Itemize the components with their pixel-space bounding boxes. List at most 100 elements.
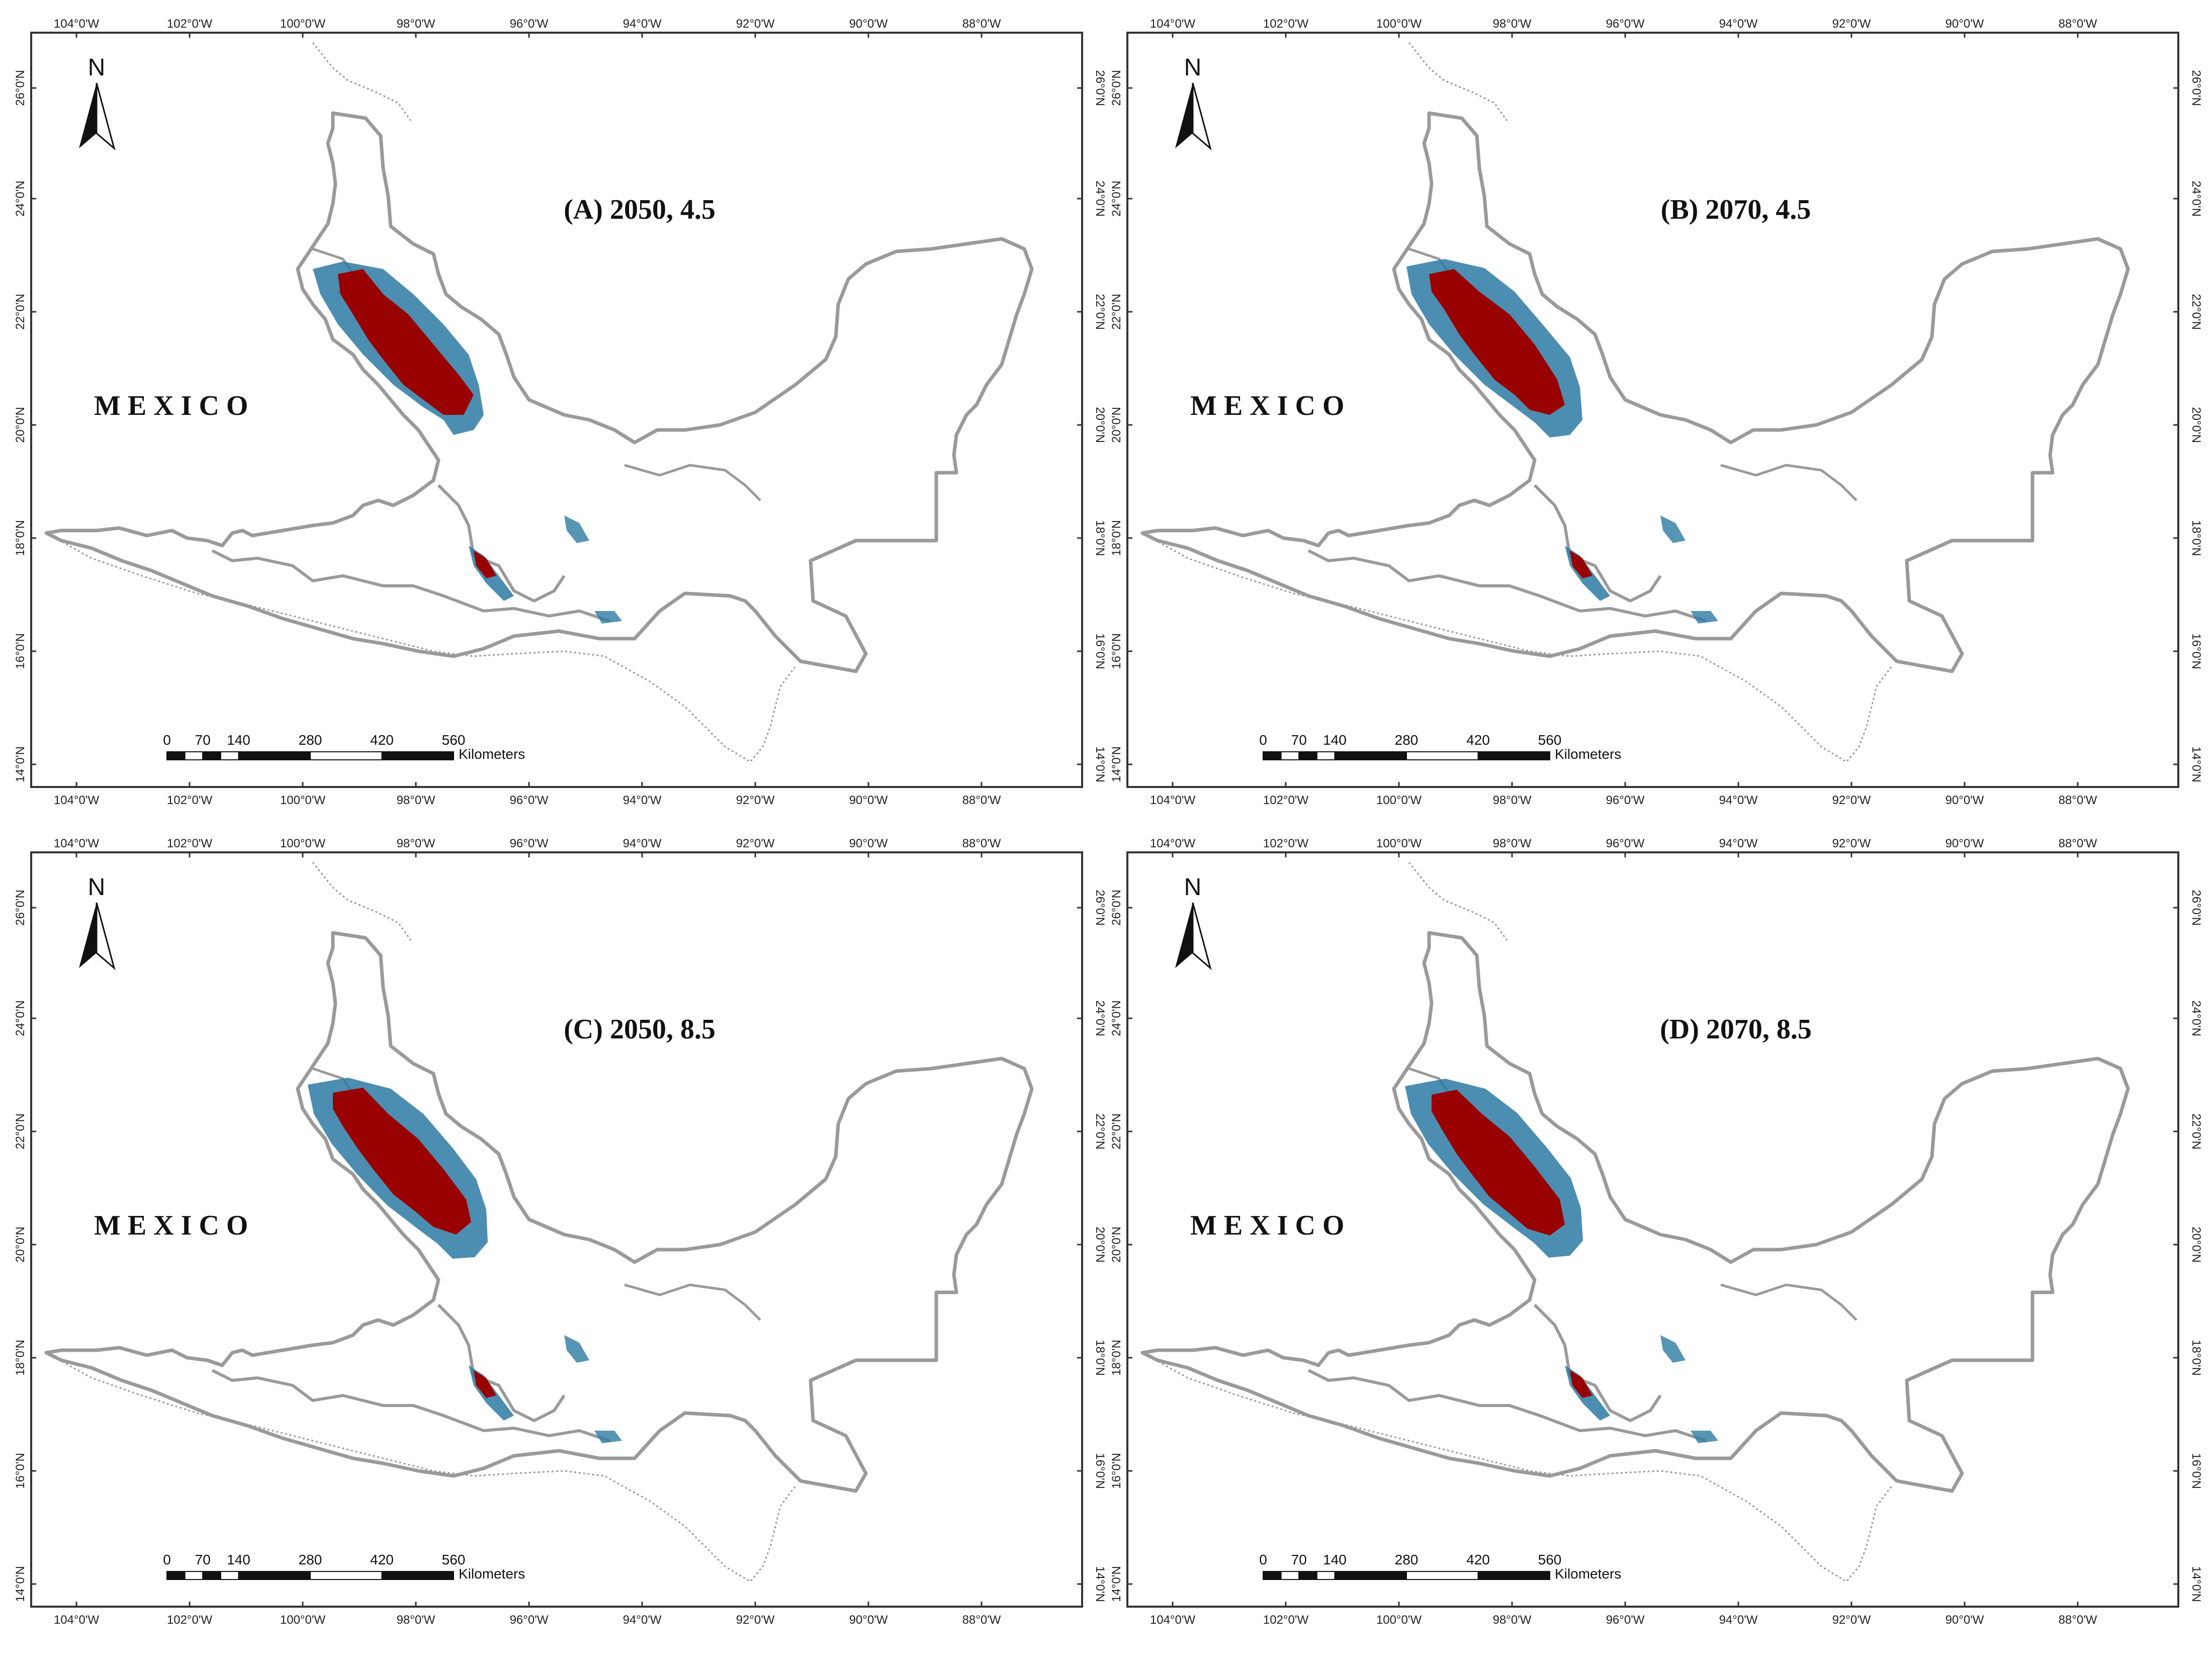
north-arrow-left-half (79, 903, 97, 968)
longitude-tick-label: 94°0'W (623, 17, 662, 31)
latitude-tick-label: 18°0'N (1110, 520, 1123, 556)
longitude-tick-label: 96°0'W (1606, 794, 1645, 807)
longitude-tick-label: 94°0'W (1719, 837, 1758, 850)
latitude-tick-label: 22°0'N (1093, 1113, 1107, 1150)
high-suitability-area (474, 551, 496, 578)
longitude-tick-label: 90°0'W (1945, 794, 1984, 807)
longitude-tick-label: 102°0'W (167, 794, 213, 807)
north-arrow-label: N (1184, 54, 1202, 81)
longitude-tick-label: 90°0'W (1945, 1613, 1984, 1627)
latitude-tick-label: 24°0'N (2189, 1000, 2203, 1036)
latitude-tick-label: 24°0'N (1110, 181, 1123, 217)
north-arrow-label: N (88, 54, 106, 81)
north-arrow: N (1175, 874, 1212, 971)
longitude-tick-label: 96°0'W (510, 837, 549, 850)
longitude-tick-label: 100°0'W (1376, 837, 1422, 850)
north-arrow-left-half (1175, 903, 1193, 968)
longitude-tick-label: 94°0'W (623, 1613, 662, 1627)
latitude-tick-label: 22°0'N (14, 294, 27, 330)
latitude-tick-label: 20°0'N (1093, 407, 1107, 443)
scale-bar-unit: Kilometers (459, 1566, 525, 1582)
low-suitability-area (1660, 515, 1686, 543)
north-arrow: N (1175, 54, 1212, 151)
scale-bar-number: 280 (1395, 1552, 1419, 1567)
latitude-tick-label: 14°0'N (1110, 1566, 1123, 1602)
scale-bar-number: 560 (442, 1552, 466, 1567)
longitude-tick-label: 92°0'W (1832, 1613, 1871, 1627)
latitude-tick-label: 24°0'N (1093, 181, 1107, 217)
longitude-tick-label: 102°0'W (167, 17, 213, 31)
longitude-tick-label: 92°0'W (736, 794, 775, 807)
longitude-tick-label: 96°0'W (510, 794, 549, 807)
scale-bar-number: 560 (442, 732, 466, 748)
latitude-tick-label: 22°0'N (1110, 1113, 1123, 1150)
scale-bar-segment (184, 1571, 204, 1580)
longitude-tick-label: 104°0'W (54, 17, 100, 31)
longitude-tick-label: 98°0'W (1493, 794, 1532, 807)
scale-bar-number: 560 (1538, 1552, 1562, 1567)
longitude-tick-label: 104°0'W (54, 837, 100, 850)
latitude-tick-label: 16°0'N (1110, 633, 1123, 669)
latitude-tick-label: 16°0'N (1093, 1453, 1107, 1489)
scale-bar-segment (381, 751, 454, 760)
scale-bar-segment (238, 1571, 311, 1580)
scale-bar-segment (1316, 751, 1336, 760)
scale-bar-segment (220, 1571, 239, 1580)
low-suitability-area (1660, 1335, 1686, 1363)
scale-bar-segment (1316, 1571, 1336, 1580)
scale-bar-segment (1280, 1571, 1300, 1580)
north-arrow-label: N (1184, 874, 1202, 901)
scale-bar-number: 70 (195, 1552, 211, 1567)
low-suitability-area (594, 611, 622, 624)
longitude-tick-label: 96°0'W (1606, 837, 1645, 850)
latitude-tick-label: 18°0'N (1110, 1340, 1123, 1376)
longitude-tick-label: 88°0'W (962, 794, 1001, 807)
latitude-tick-label: 18°0'N (1093, 1340, 1107, 1376)
longitude-tick-label: 100°0'W (1376, 17, 1422, 31)
scale-bar-segment (310, 1571, 383, 1580)
longitude-tick-label: 96°0'W (1606, 1613, 1645, 1627)
scale-bar-segment (1406, 751, 1479, 760)
latitude-tick-label: 22°0'N (1110, 294, 1123, 330)
longitude-tick-label: 96°0'W (1606, 17, 1645, 31)
longitude-tick-label: 92°0'W (1832, 794, 1871, 807)
latitude-tick-label: 24°0'N (14, 1000, 27, 1036)
scale-bar-number: 70 (1291, 1552, 1307, 1567)
scale-bar-number: 280 (1395, 732, 1419, 748)
latitude-tick-label: 26°0'N (14, 70, 27, 106)
scale-bar-number: 140 (227, 1552, 250, 1567)
longitude-tick-label: 104°0'W (1150, 1613, 1196, 1627)
longitude-tick-label: 94°0'W (623, 794, 662, 807)
map-panel-c: 104°0'W 104°0'W 102°0'W 102°0'W 100°0'W 100°0… (14, 837, 1107, 1627)
scale-bar-segment (381, 1571, 454, 1580)
latitude-tick-label: 16°0'N (1110, 1453, 1123, 1489)
longitude-tick-label: 102°0'W (1263, 1613, 1309, 1627)
longitude-tick-label: 104°0'W (1150, 837, 1196, 850)
longitude-tick-label: 104°0'W (1150, 794, 1196, 807)
latitude-tick-label: 20°0'N (1110, 1226, 1123, 1263)
north-arrow-right-half (96, 902, 116, 971)
longitude-tick-label: 96°0'W (510, 17, 549, 31)
latitude-tick-label: 24°0'N (2189, 181, 2203, 217)
scale-bar-number: 420 (370, 732, 394, 748)
latitude-tick-label: 14°0'N (1093, 1566, 1107, 1602)
scale-bar-number: 140 (1323, 732, 1347, 748)
longitude-tick-label: 102°0'W (1263, 17, 1309, 31)
scale-bar-segment (310, 751, 383, 760)
latitude-tick-label: 24°0'N (1093, 1000, 1107, 1036)
map-panel-d: 104°0'W 104°0'W 102°0'W 102°0'W 100°0'W 100°0… (1110, 837, 2203, 1627)
latitude-tick-label: 14°0'N (2189, 1566, 2203, 1602)
latitude-tick-label: 18°0'N (14, 520, 27, 556)
latitude-tick-label: 18°0'N (14, 1340, 27, 1376)
longitude-tick-label: 104°0'W (54, 1613, 100, 1627)
latitude-tick-label: 16°0'N (14, 633, 27, 669)
scale-bar-segment (1298, 1571, 1317, 1580)
country-label: MEXICO (94, 1210, 255, 1241)
latitude-tick-label: 26°0'N (1110, 890, 1123, 926)
latitude-tick-label: 20°0'N (2189, 1226, 2203, 1263)
country-label: MEXICO (94, 390, 255, 421)
